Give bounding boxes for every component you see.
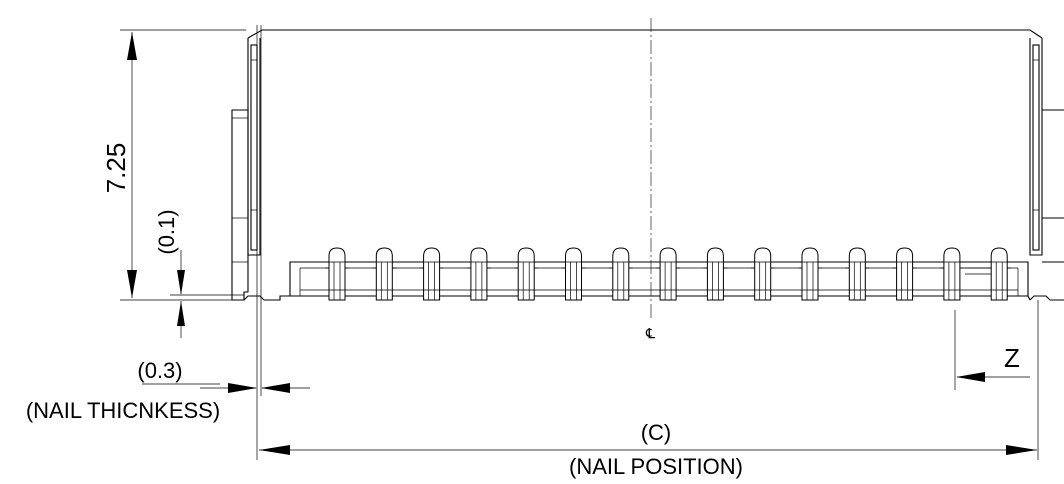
pin: [892, 247, 917, 301]
housing-base: [264, 261, 1031, 301]
nail-thickness-arrow-right: [261, 383, 290, 393]
offset-dimension: (0.1): [154, 209, 244, 338]
pin: [939, 247, 964, 301]
pin: [372, 247, 397, 301]
offset-label: (0.1): [154, 209, 179, 254]
z-arrow: [956, 372, 985, 382]
nail-position-label: (NAIL POSITION): [569, 454, 743, 479]
pin: [703, 247, 728, 301]
height-arrow-top: [127, 32, 137, 60]
pin: [987, 247, 1012, 301]
height-arrow-bottom: [127, 270, 137, 298]
pin: [798, 247, 822, 301]
right-wall-inner: [1032, 44, 1040, 251]
body-top-edge: [247, 29, 1043, 39]
nail-position-arrow-left: [259, 445, 290, 455]
nail-position-dimension: (C) (NAIL POSITION): [259, 300, 1039, 479]
left-wall-inner: [250, 44, 258, 251]
height-label: 7.25: [101, 143, 131, 194]
pin: [845, 247, 870, 301]
nail-thickness-arrow-left: [228, 383, 257, 393]
pin: [656, 247, 681, 301]
pin: [514, 247, 539, 301]
right-bracket: [1042, 109, 1064, 263]
z-label: Z: [1004, 343, 1020, 373]
nail-position-arrow-right: [1006, 445, 1037, 455]
left-bracket: [231, 109, 249, 301]
left-wall: [247, 38, 261, 256]
pin: [325, 247, 349, 301]
pin: [608, 247, 633, 301]
nail-thickness-label: (NAIL THICNKESS): [26, 398, 220, 423]
offset-arrow-bottom: [177, 301, 185, 326]
connector-body: [231, 29, 1064, 301]
centerline-symbol: ℄: [645, 325, 655, 341]
offset-arrow-top: [177, 270, 185, 295]
connector-pins: [325, 247, 1012, 301]
pin: [561, 247, 586, 301]
nail-thickness-value: (0.3): [137, 358, 182, 383]
right-wall: [1029, 38, 1043, 256]
pin: [419, 247, 444, 301]
nail-position-value: (C): [641, 420, 672, 445]
pin: [466, 247, 491, 301]
pin: [750, 247, 775, 301]
nail-thickness-dimension: (0.3) (NAIL THICNKESS): [26, 25, 310, 460]
height-dimension: 7.25: [101, 29, 246, 301]
z-dimension: Z: [954, 310, 1030, 390]
